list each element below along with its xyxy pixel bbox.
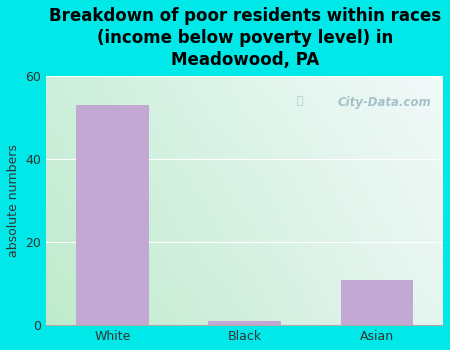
Text: 🔍: 🔍 — [296, 96, 303, 106]
Bar — [341, 280, 413, 325]
Title: Breakdown of poor residents within races
(income below poverty level) in
Meadowo: Breakdown of poor residents within races… — [49, 7, 441, 69]
Bar — [76, 105, 149, 325]
Bar — [208, 321, 281, 325]
Y-axis label: absolute numbers: absolute numbers — [7, 145, 20, 257]
Text: City-Data.com: City-Data.com — [338, 96, 431, 109]
